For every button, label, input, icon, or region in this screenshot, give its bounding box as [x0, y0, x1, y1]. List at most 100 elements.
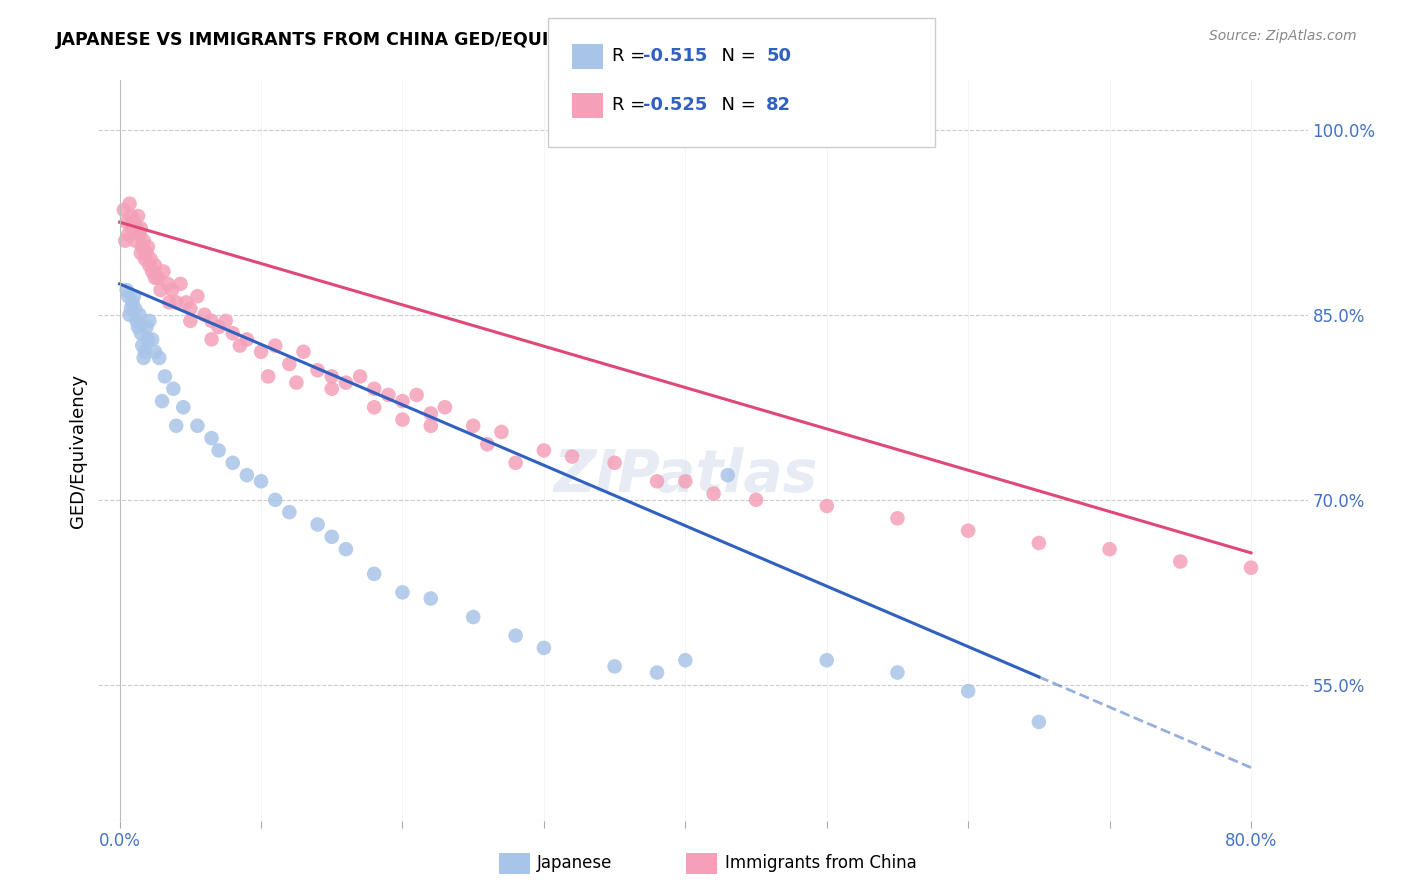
- Point: [193, 308, 215, 322]
- Point: [391, 412, 413, 426]
- Point: [236, 332, 259, 346]
- Text: Japanese: Japanese: [537, 855, 613, 872]
- Point: [703, 486, 725, 500]
- Point: [285, 376, 308, 390]
- Text: R =: R =: [612, 96, 651, 114]
- Point: [156, 277, 179, 291]
- Point: [118, 308, 141, 322]
- Point: [160, 283, 183, 297]
- Point: [117, 227, 139, 242]
- Point: [377, 388, 399, 402]
- Point: [149, 283, 172, 297]
- Point: [136, 240, 159, 254]
- Point: [132, 234, 155, 248]
- Point: [321, 369, 343, 384]
- Point: [477, 437, 499, 451]
- Point: [229, 338, 252, 352]
- Point: [419, 418, 441, 433]
- Point: [307, 517, 329, 532]
- Point: [134, 252, 156, 267]
- Point: [1098, 542, 1121, 557]
- Point: [673, 653, 696, 667]
- Point: [186, 289, 208, 303]
- Point: [136, 332, 159, 346]
- Text: 50: 50: [766, 47, 792, 65]
- Point: [278, 357, 301, 371]
- Point: [957, 684, 980, 698]
- Point: [335, 542, 357, 557]
- Point: [391, 585, 413, 599]
- Point: [250, 344, 273, 359]
- Point: [179, 301, 201, 316]
- Point: [645, 475, 668, 489]
- Point: [673, 475, 696, 489]
- Point: [200, 314, 222, 328]
- Point: [335, 376, 357, 390]
- Point: [645, 665, 668, 680]
- Point: [363, 566, 385, 581]
- Point: [152, 264, 174, 278]
- Point: [115, 283, 138, 297]
- Point: [419, 591, 441, 606]
- Point: [264, 338, 287, 352]
- Point: [405, 388, 427, 402]
- Point: [886, 511, 908, 525]
- Point: [129, 326, 152, 341]
- Text: ZIPatlas: ZIPatlas: [553, 447, 817, 504]
- Point: [419, 406, 441, 420]
- Point: [122, 289, 145, 303]
- Point: [150, 394, 173, 409]
- Point: [278, 505, 301, 519]
- Text: Immigrants from China: Immigrants from China: [725, 855, 917, 872]
- Point: [815, 653, 838, 667]
- Point: [257, 369, 280, 384]
- Point: [135, 320, 157, 334]
- Point: [143, 344, 166, 359]
- Point: [463, 418, 485, 433]
- Point: [174, 295, 197, 310]
- Point: [433, 401, 456, 415]
- Point: [363, 382, 385, 396]
- Point: [215, 314, 238, 328]
- Point: [124, 301, 146, 316]
- Point: [121, 221, 143, 235]
- Point: [505, 628, 527, 642]
- Point: [200, 332, 222, 346]
- Point: [138, 314, 160, 328]
- Point: [886, 665, 908, 680]
- Point: [292, 344, 315, 359]
- Point: [117, 289, 139, 303]
- Point: [129, 246, 152, 260]
- Text: -0.515: -0.515: [643, 47, 707, 65]
- Point: [533, 640, 555, 655]
- Point: [162, 382, 184, 396]
- Point: [1028, 536, 1050, 550]
- Point: [143, 270, 166, 285]
- Point: [115, 215, 138, 229]
- Point: [186, 418, 208, 433]
- Point: [141, 264, 163, 278]
- Text: N =: N =: [710, 47, 762, 65]
- Point: [153, 369, 176, 384]
- Point: [120, 209, 142, 223]
- Point: [603, 456, 626, 470]
- Point: [307, 363, 329, 377]
- Point: [165, 295, 187, 310]
- Point: [128, 308, 150, 322]
- Point: [121, 295, 143, 310]
- Point: [603, 659, 626, 673]
- Point: [250, 475, 273, 489]
- Point: [128, 227, 150, 242]
- Point: [132, 351, 155, 365]
- Point: [349, 369, 371, 384]
- Text: 82: 82: [766, 96, 792, 114]
- Point: [134, 344, 156, 359]
- Point: [157, 295, 180, 310]
- Point: [135, 246, 157, 260]
- Point: [717, 468, 740, 483]
- Point: [200, 431, 222, 445]
- Point: [264, 492, 287, 507]
- Text: R =: R =: [612, 47, 651, 65]
- Point: [207, 320, 229, 334]
- Point: [1028, 714, 1050, 729]
